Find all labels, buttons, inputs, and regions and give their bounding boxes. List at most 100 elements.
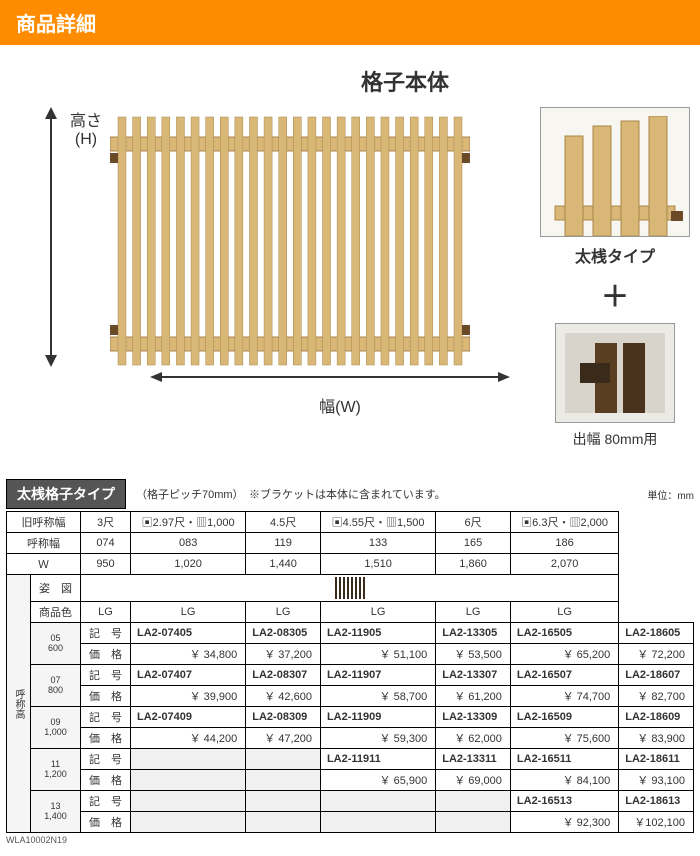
section-title: 商品詳細: [16, 14, 96, 36]
cell-code: LA2-08309: [246, 707, 321, 728]
col-color: LG: [246, 602, 321, 623]
col-name: 119: [246, 533, 321, 554]
height-dimension: [40, 107, 62, 367]
cell-code: LA2-16505: [510, 623, 618, 644]
cell-price: ￥ 61,200: [436, 686, 511, 707]
width-label-text: 幅(W): [160, 393, 520, 417]
col-color: LG: [131, 602, 246, 623]
col-w: 2,070: [510, 554, 618, 575]
bracket-thumbnail: [555, 323, 675, 423]
cell-price: ￥102,100: [619, 812, 694, 833]
cell-price: ￥ 37,200: [246, 644, 321, 665]
cell-empty: [320, 791, 435, 812]
cell-code: LA2-18605: [619, 623, 694, 644]
bracket-label: 出幅 80mm用: [573, 429, 658, 449]
cell-code: LA2-08307: [246, 665, 321, 686]
cell-price: ￥ 93,100: [619, 770, 694, 791]
cell-empty: [246, 749, 321, 770]
row-price: 価 格: [81, 686, 131, 707]
col-old: 4.5尺: [246, 512, 321, 533]
height-group-09: 091,000: [31, 707, 81, 749]
cell-price: ￥ 62,000: [436, 728, 511, 749]
cell-price: ￥ 65,200: [510, 644, 618, 665]
cell-code: LA2-13311: [436, 749, 511, 770]
cell-code: LA2-13305: [436, 623, 511, 644]
cell-price: ￥ 58,700: [320, 686, 435, 707]
cell-code: LA2-16513: [510, 791, 618, 812]
cell-price: ￥ 51,100: [320, 644, 435, 665]
row-code: 記 号: [81, 623, 131, 644]
cell-code: LA2-07409: [131, 707, 246, 728]
cell-empty: [131, 812, 246, 833]
cell-price: ￥ 34,800: [131, 644, 246, 665]
cell-code: LA2-11911: [320, 749, 435, 770]
row-code: 記 号: [81, 791, 131, 812]
cell-price: ￥ 53,500: [436, 644, 511, 665]
bracket-icon: [565, 333, 665, 413]
cell-code: LA2-08305: [246, 623, 321, 644]
height-group-11: 111,200: [31, 749, 81, 791]
col-w: 1,510: [320, 554, 435, 575]
lattice-main-title: 格子本体: [120, 65, 690, 97]
cell-price: ￥ 47,200: [246, 728, 321, 749]
sugata-cell: [81, 575, 619, 602]
row-w: Ｗ: [7, 554, 81, 575]
height-group-05: 05600: [31, 623, 81, 665]
cell-price: ￥ 42,600: [246, 686, 321, 707]
cell-empty: [246, 770, 321, 791]
row-color: 商品色: [31, 602, 81, 623]
col-old: 6尺: [436, 512, 511, 533]
spec-table: 旧呼称幅3尺▣2.97尺・▥1,0004.5尺▣4.55尺・▥1,5006尺▣6…: [6, 511, 694, 833]
cell-code: LA2-16509: [510, 707, 618, 728]
col-name: 083: [131, 533, 246, 554]
lattice-diagram: [110, 107, 470, 367]
cell-empty: [131, 770, 246, 791]
col-w: 1,860: [436, 554, 511, 575]
col-name: 186: [510, 533, 618, 554]
section-header: 商品詳細: [0, 0, 700, 45]
col-old: ▣4.55尺・▥1,500: [320, 512, 435, 533]
col-w: 950: [81, 554, 131, 575]
side-column: 太桟タイプ ＋ 出幅 80mm用: [540, 107, 690, 449]
col-w: 1,020: [131, 554, 246, 575]
col-old: 3尺: [81, 512, 131, 533]
cell-code: LA2-18607: [619, 665, 694, 686]
plus-icon: ＋: [601, 275, 629, 315]
col-old: ▣6.3尺・▥2,000: [510, 512, 618, 533]
col-old: ▣2.97尺・▥1,000: [131, 512, 246, 533]
col-name: 074: [81, 533, 131, 554]
height-label-text: 高さ (H): [70, 107, 102, 149]
footer-code: WLA10002N19: [0, 833, 700, 847]
cell-code: LA2-18609: [619, 707, 694, 728]
cell-empty: [131, 749, 246, 770]
lattice-svg: [110, 107, 470, 367]
diagram-area: 格子本体 高さ (H): [0, 45, 700, 479]
row-code: 記 号: [81, 665, 131, 686]
cell-code: LA2-18613: [619, 791, 694, 812]
cell-empty: [320, 812, 435, 833]
cell-price: ￥ 92,300: [510, 812, 618, 833]
spec-table-section: 太桟格子タイプ （格子ピッチ70mm） ※ブラケットは本体に含まれています。 単…: [0, 479, 700, 833]
cell-code: LA2-16511: [510, 749, 618, 770]
type-label: 太桟タイプ: [575, 243, 655, 267]
row-oldname: 旧呼称幅: [7, 512, 81, 533]
cell-price: ￥ 75,600: [510, 728, 618, 749]
cell-price: ￥ 39,900: [131, 686, 246, 707]
row-sugata: 姿 図: [31, 575, 81, 602]
cell-empty: [246, 812, 321, 833]
cell-code: LA2-16507: [510, 665, 618, 686]
cell-code: LA2-11905: [320, 623, 435, 644]
cell-price: ￥ 83,900: [619, 728, 694, 749]
cell-code: LA2-13307: [436, 665, 511, 686]
cell-price: ￥ 44,200: [131, 728, 246, 749]
cell-code: LA2-07405: [131, 623, 246, 644]
cell-empty: [246, 791, 321, 812]
sugata-icon: [335, 577, 365, 599]
height-group-07: 07800: [31, 665, 81, 707]
cell-code: LA2-11909: [320, 707, 435, 728]
row-price: 価 格: [81, 728, 131, 749]
width-arrow-icon: [150, 367, 510, 387]
rowhead-height: 呼称高: [7, 575, 31, 833]
row-code: 記 号: [81, 707, 131, 728]
row-name: 呼称幅: [7, 533, 81, 554]
